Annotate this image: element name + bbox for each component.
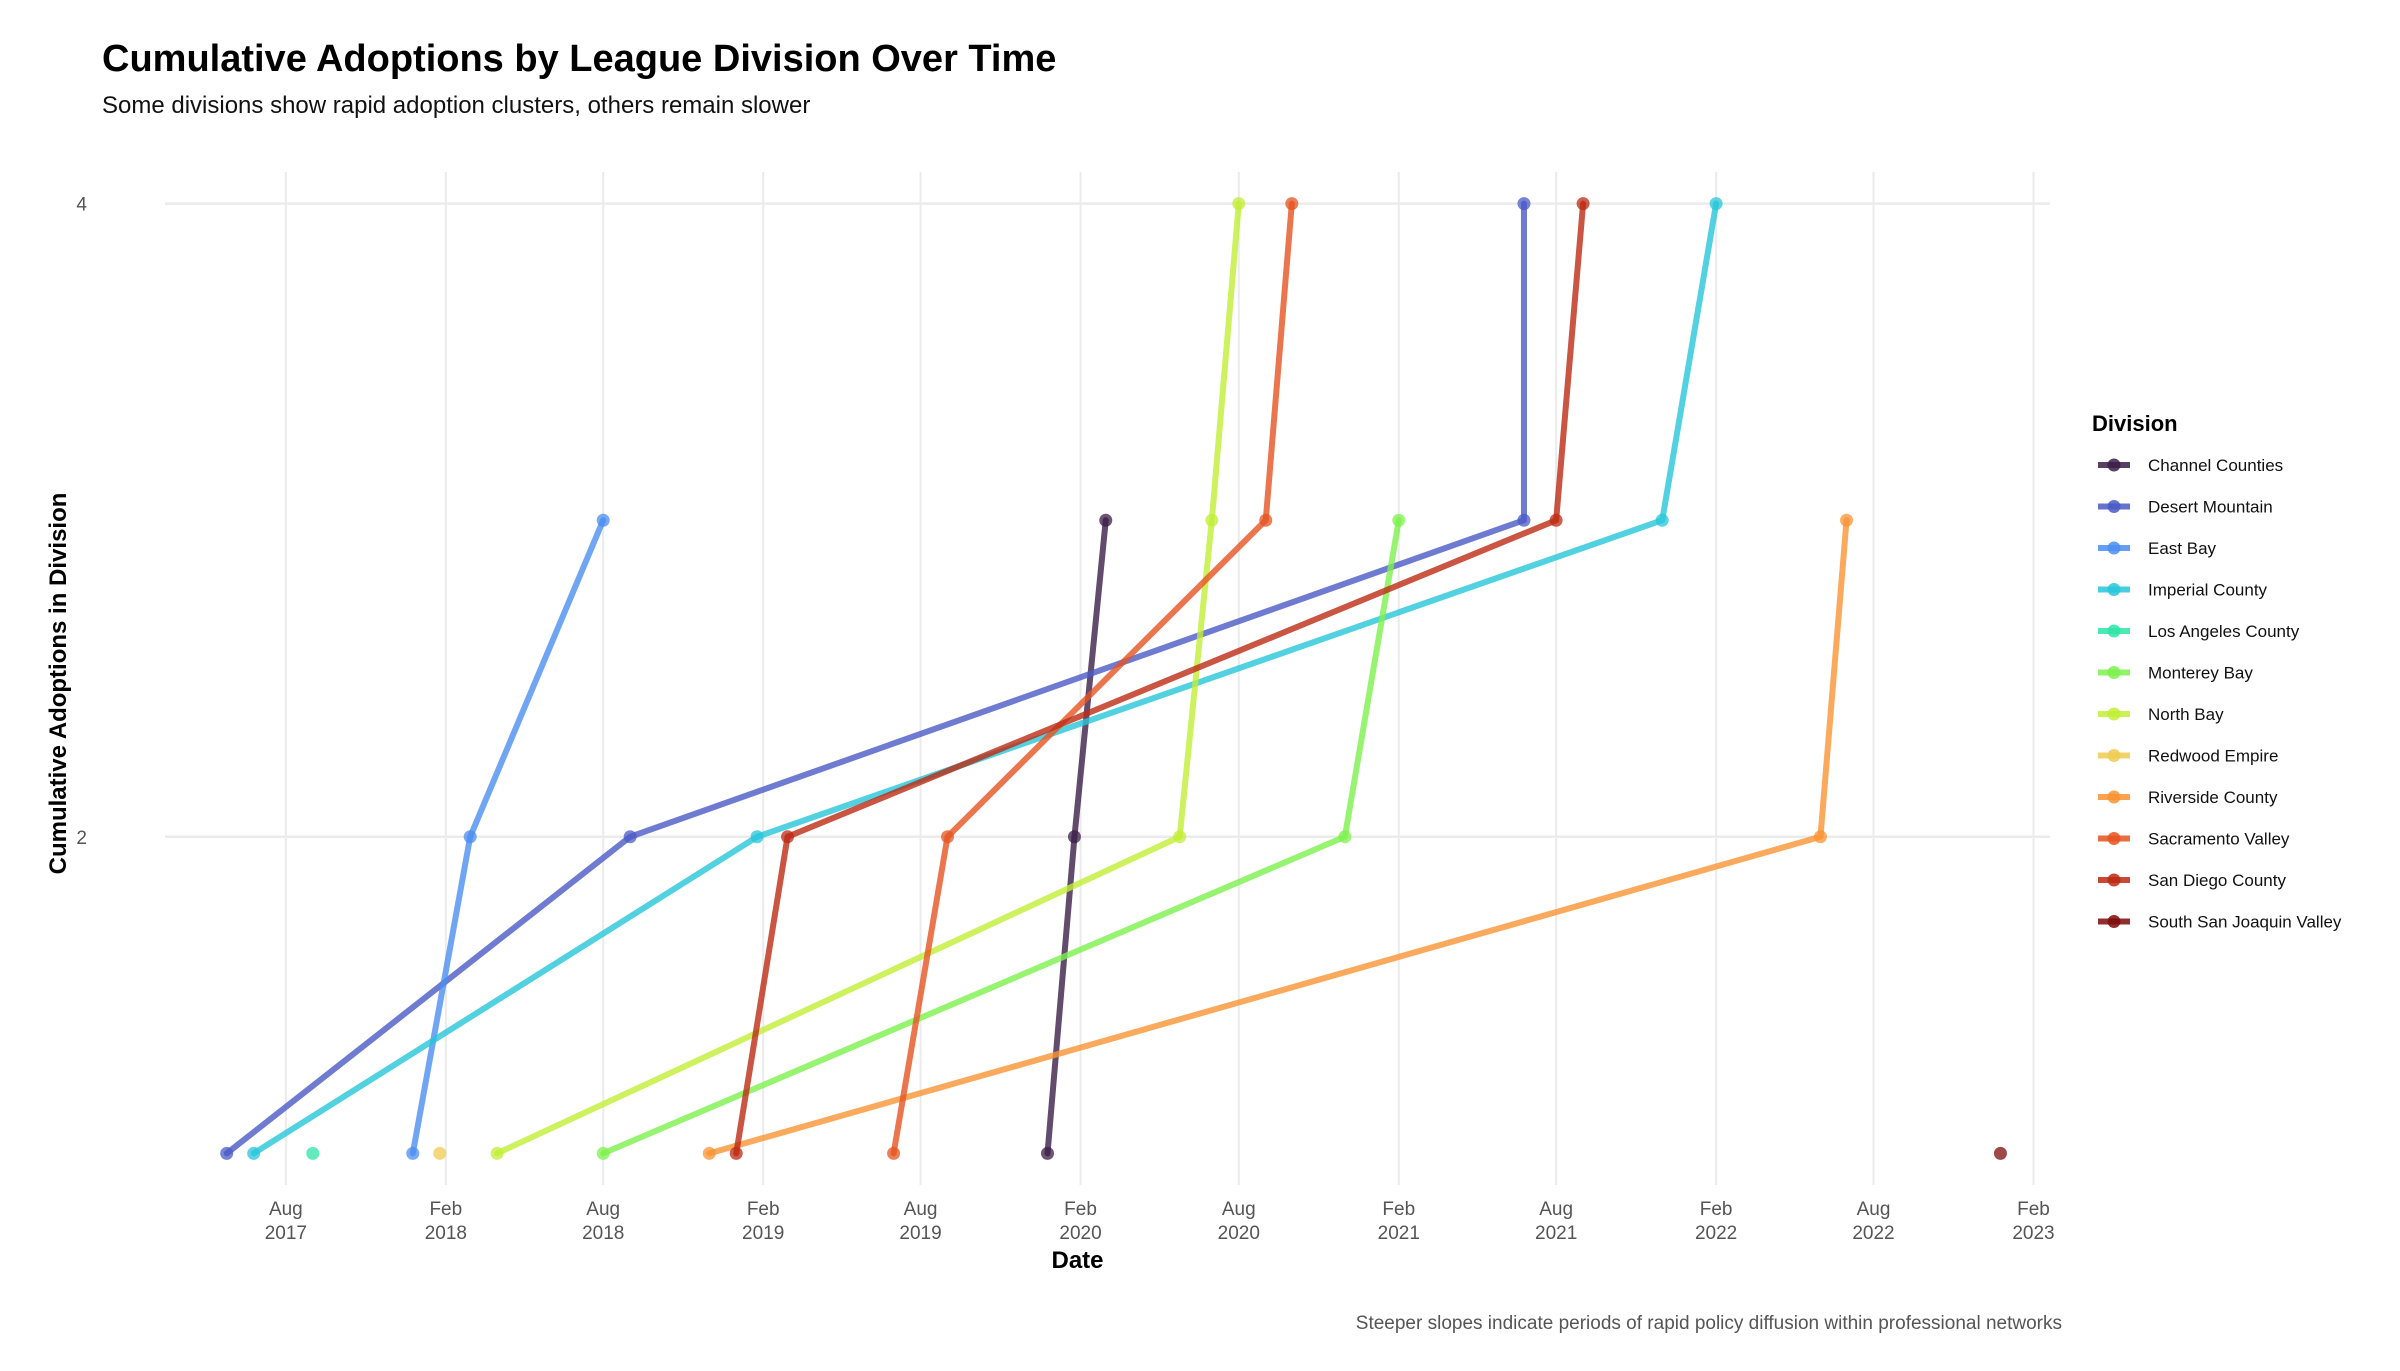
data-point-sacramento-valley: [1259, 513, 1273, 527]
x-tick-label: Feb 2023: [2012, 1199, 2054, 1244]
x-tick-label: Feb 2022: [1695, 1199, 1737, 1244]
data-point-san-diego-county: [1549, 513, 1563, 527]
legend-label-los-angeles-county: Los Angeles County: [2148, 622, 2300, 641]
data-point-east-bay: [596, 513, 610, 527]
data-point-channel-counties: [1067, 830, 1081, 844]
data-point-imperial-county: [750, 830, 764, 844]
data-point-north-bay: [490, 1146, 504, 1160]
data-point-riverside-county: [1813, 830, 1827, 844]
x-tick-label: Feb 2018: [425, 1199, 467, 1244]
x-tick-label: Feb 2021: [1378, 1199, 1420, 1244]
legend-label-riverside-county: Riverside County: [2148, 788, 2278, 807]
data-point-sacramento-valley: [887, 1146, 901, 1160]
legend-label-monterey-bay: Monterey Bay: [2148, 664, 2253, 683]
legend-label-north-bay: North Bay: [2148, 705, 2224, 724]
series-line-imperial-county: [250, 200, 1720, 1157]
data-point-channel-counties: [1041, 1146, 1055, 1160]
data-point-imperial-county: [1655, 513, 1669, 527]
data-point-imperial-county: [1709, 197, 1723, 211]
x-tick-label: Aug 2021: [1535, 1199, 1577, 1244]
data-point-monterey-bay: [1338, 830, 1352, 844]
legend-key-point-south-san-joaquin-valley: [2107, 915, 2121, 928]
data-point-san-diego-county: [729, 1146, 743, 1160]
chart-title: Cumulative Adoptions by League Division …: [102, 38, 1057, 80]
x-tick-label: Aug 2018: [582, 1199, 624, 1244]
y-tick-label: 4: [76, 195, 87, 216]
x-tick-label: Aug 2019: [899, 1199, 941, 1244]
data-point-san-diego-county: [1576, 197, 1590, 211]
data-point-east-bay: [463, 830, 477, 844]
legend-label-imperial-county: Imperial County: [2148, 581, 2268, 600]
data-point-imperial-county: [247, 1146, 261, 1160]
data-point-monterey-bay: [1392, 513, 1406, 527]
x-axis-title: Date: [1051, 1247, 1103, 1274]
x-tick-label: Feb 2019: [742, 1199, 784, 1244]
series-line-north-bay: [494, 200, 1242, 1157]
legend-title: Division: [2092, 411, 2178, 436]
legend-label-east-bay: East Bay: [2148, 539, 2217, 558]
data-point-north-bay: [1232, 197, 1246, 211]
legend-key-point-riverside-county: [2107, 790, 2121, 804]
data-point-desert-mountain: [1517, 197, 1531, 211]
x-tick-label: Feb 2020: [1059, 1199, 1101, 1244]
legend-label-sacramento-valley: Sacramento Valley: [2148, 830, 2290, 849]
data-point-redwood-empire: [433, 1146, 447, 1160]
y-axis-title: Cumulative Adoptions in Division: [45, 493, 72, 875]
data-point-channel-counties: [1099, 513, 1113, 527]
legend-label-south-san-joaquin-valley: South San Joaquin Valley: [2148, 913, 2342, 932]
legend-key-point-imperial-county: [2107, 583, 2121, 596]
data-point-sacramento-valley: [941, 830, 955, 844]
legend-key-point-redwood-empire: [2107, 749, 2121, 762]
y-tick-label: 2: [76, 828, 87, 849]
data-point-los-angeles-county: [306, 1146, 320, 1160]
x-tick-label: Aug 2022: [1852, 1199, 1894, 1244]
legend-key-point-channel-counties: [2107, 458, 2121, 472]
data-point-desert-mountain: [220, 1146, 234, 1160]
data-point-desert-mountain: [1517, 513, 1531, 527]
series-line-desert-mountain: [223, 200, 1527, 1157]
legend-label-san-diego-county: San Diego County: [2148, 871, 2286, 890]
data-point-sacramento-valley: [1285, 197, 1299, 211]
data-point-north-bay: [1173, 830, 1187, 844]
data-point-south-san-joaquin-valley: [1993, 1146, 2007, 1160]
legend-key-point-desert-mountain: [2107, 500, 2121, 513]
legend-key-point-north-bay: [2107, 707, 2121, 721]
data-point-monterey-bay: [596, 1146, 610, 1160]
data-point-east-bay: [406, 1146, 420, 1160]
series-line-sacramento-valley: [890, 200, 1295, 1157]
legend-label-desert-mountain: Desert Mountain: [2148, 498, 2273, 517]
legend-key-point-los-angeles-county: [2107, 624, 2121, 638]
data-point-north-bay: [1205, 513, 1219, 527]
x-tick-label: Aug 2017: [265, 1199, 307, 1244]
chart-caption: Steeper slopes indicate periods of rapid…: [1355, 1313, 2062, 1334]
series-line-san-diego-county: [733, 200, 1587, 1157]
data-point-desert-mountain: [623, 830, 637, 844]
data-point-riverside-county: [702, 1146, 716, 1160]
legend-key-point-sacramento-valley: [2107, 832, 2121, 845]
data-point-riverside-county: [1840, 513, 1854, 527]
legend-label-redwood-empire: Redwood Empire: [2148, 747, 2278, 766]
chart-subtitle: Some divisions show rapid adoption clust…: [102, 92, 811, 119]
legend-label-channel-counties: Channel Counties: [2148, 456, 2283, 475]
x-tick-label: Aug 2020: [1218, 1199, 1260, 1244]
legend-key-point-east-bay: [2107, 541, 2121, 555]
legend-key-point-san-diego-county: [2107, 873, 2121, 887]
data-point-san-diego-county: [781, 830, 795, 844]
legend-key-point-monterey-bay: [2107, 666, 2121, 679]
